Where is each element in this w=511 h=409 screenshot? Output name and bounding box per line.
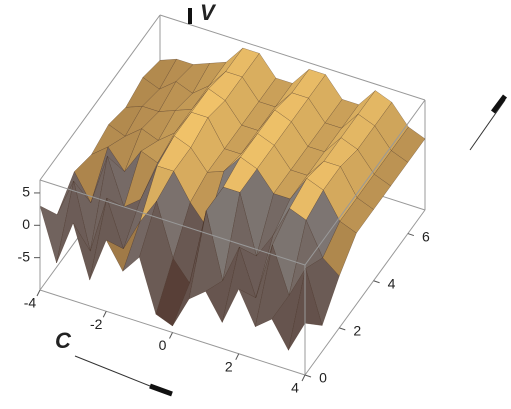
y-arrow-head [493, 96, 505, 112]
y-tick-label: 2 [353, 323, 361, 339]
y-tick [305, 375, 311, 377]
y-tick [408, 234, 414, 236]
z-tick-label: -5 [18, 248, 31, 264]
chart: V C -4 -2 0 2 4 0 2 4 6 5 0 -5 [0, 0, 511, 409]
y-tick-label: 6 [422, 228, 430, 244]
y-tick [374, 281, 380, 283]
x-arrow [75, 356, 155, 388]
x-axis-label: C [55, 328, 72, 353]
y-tick-label: 0 [319, 370, 327, 386]
z-tick-label: 5 [22, 184, 30, 200]
y-tick-label: 4 [388, 275, 396, 291]
x-tick [103, 311, 106, 317]
y-arrow [470, 100, 505, 150]
z-tick-label: 0 [22, 216, 30, 232]
x-tick-label: -4 [24, 295, 37, 311]
x-tick [37, 290, 40, 296]
page: V C -4-2024024650-5 (() => { const data … [0, 0, 511, 409]
x-tick [302, 375, 305, 381]
x-tick-label: 0 [159, 337, 167, 353]
z-axis-label: V [200, 0, 217, 25]
x-tick [170, 333, 173, 339]
x-tick-label: 2 [225, 358, 233, 374]
x-tick [236, 354, 239, 360]
y-tick [339, 328, 345, 330]
x-tick-label: 4 [291, 380, 299, 396]
surface [40, 48, 425, 350]
x-tick-label: -2 [90, 316, 103, 332]
x-arrow-head [150, 386, 172, 394]
